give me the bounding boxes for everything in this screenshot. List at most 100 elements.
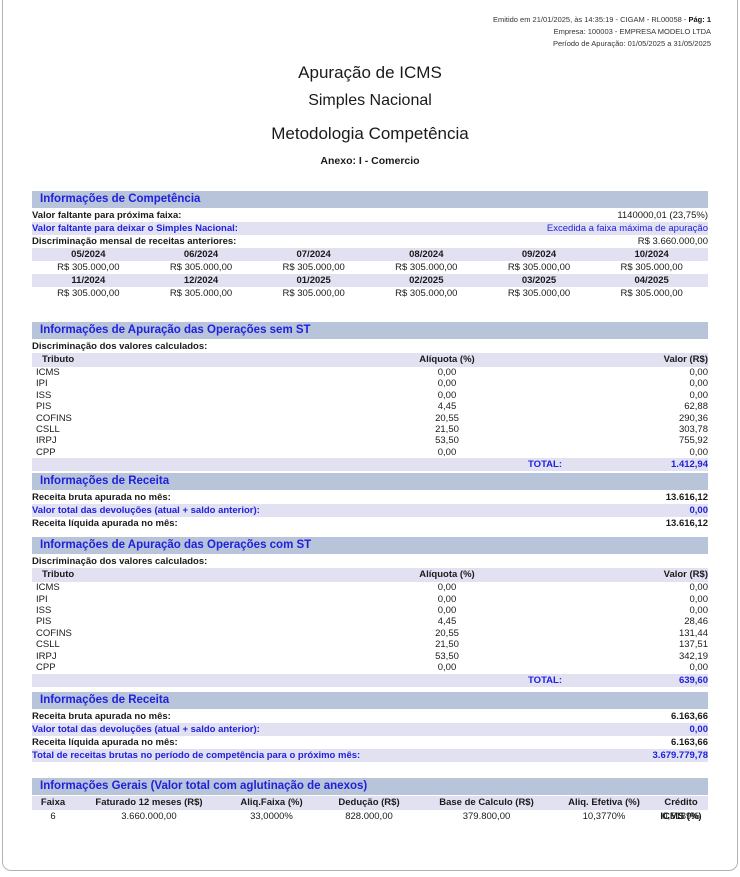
value-receita-liquida: 6.163,66	[671, 736, 708, 748]
tributo-aliquota: 0,00	[437, 582, 457, 594]
value-base-calculo: 379.800,00	[462, 810, 511, 822]
month-value: R$ 305.000,00	[507, 262, 571, 273]
kv-row-deixar-simples: Valor faltante para deixar o Simples Nac…	[32, 222, 708, 235]
value-receita-bruta: 6.163,66	[671, 710, 708, 722]
month-value: R$ 305.000,00	[507, 288, 571, 299]
total-value: 1.412,94	[671, 459, 708, 471]
tributo-valor: 0,00	[689, 367, 709, 378]
col-header-base-calculo: Base de Calculo (R$)	[439, 796, 534, 808]
col-header-valor: Valor (R$)	[663, 354, 708, 365]
month-label: 08/2024	[409, 249, 444, 260]
kv-row-receita-bruta-1: Receita bruta apurada no mês: 13.616,12	[32, 491, 708, 504]
tributo-name: COFINS	[36, 627, 72, 639]
com-st-column-headers: Tributo Alíquota (%) Valor (R$)	[32, 568, 708, 583]
kv-row-devolucoes-2: Valor total das devoluções (atual + sald…	[32, 722, 709, 736]
tributo-name: ICMS	[36, 367, 60, 378]
kv-row-receita-bruta-2: Receita bruta apurada no mês: 6.163,66	[32, 710, 708, 723]
title-block: Apuração de ICMS Simples Nacional Metodo…	[3, 63, 737, 167]
tributo-name: PIS	[36, 616, 52, 628]
tributo-valor: 137,51	[678, 639, 708, 651]
label-receita-liquida: Receita líquida apurada no mês:	[32, 518, 178, 530]
month-label: 11/2024	[71, 275, 106, 286]
tributo-aliquota: 21,50	[435, 639, 459, 651]
tributo-aliquota: 21,50	[435, 424, 459, 436]
tributo-name: ICMS	[36, 582, 60, 594]
table-row: ICMS 0,00 0,00	[32, 582, 708, 593]
section-header-gerais: Informações Gerais (Valor total com aglu…	[32, 777, 708, 795]
section-header-receita-1: Informações de Receita	[32, 473, 708, 491]
value-faixa: 6	[50, 810, 56, 822]
emitted-line: Emitido em 21/01/2025, às 14:35:19 - CIG…	[3, 14, 711, 26]
total-value: 639,60	[678, 674, 708, 686]
sem-st-total-row: TOTAL: 1.412,94	[32, 458, 708, 472]
tributo-name: CPP	[36, 662, 56, 674]
month-label: 01/2025	[296, 275, 331, 286]
tributo-valor: 0,00	[689, 378, 709, 390]
month-label: 12/2024	[183, 275, 219, 286]
com-st-total-row: TOTAL: 639,60	[32, 673, 708, 687]
value-aliq-faixa: 33,0000%	[250, 810, 293, 822]
value-deixar-simples: Excedida a faixa máxima de apuração	[546, 223, 708, 234]
col-header-aliq-efetiva: Aliq. Efetiva (%)	[568, 796, 640, 808]
tributo-valor: 303,78	[678, 424, 708, 436]
table-row: ISS 0,00 0,00	[32, 605, 708, 616]
tributo-aliquota: 0,00	[437, 593, 457, 605]
tributo-valor: 0,00	[689, 389, 709, 401]
value-total-proximo-mes: 3.679.779,78	[652, 749, 708, 761]
tributo-name: ISS	[36, 389, 52, 401]
month-label: 05/2024	[71, 249, 106, 260]
sem-st-subtitle: Discriminação dos valores calculados:	[32, 341, 208, 352]
tributo-valor: 0,00	[689, 662, 709, 674]
month-value: R$ 305.000,00	[395, 262, 458, 273]
table-row: ISS 0,00 0,00	[32, 390, 708, 401]
kv-row-receitas-anteriores: Discriminação mensal de receitas anterio…	[32, 235, 708, 248]
col-header-aliq-faixa: Aliq.Faixa (%)	[240, 796, 303, 808]
table-row: CSLL 21,50 137,51	[32, 639, 708, 650]
tributo-aliquota: 20,55	[435, 412, 459, 424]
report-regime: Simples Nacional	[308, 92, 432, 109]
value-devolucoes: 0,00	[689, 505, 709, 517]
label-receitas-anteriores: Discriminação mensal de receitas anterio…	[32, 236, 237, 247]
table-row: IRPJ 53,50 755,92	[32, 435, 708, 446]
tributo-valor: 0,00	[689, 446, 709, 458]
page-number: Pág: 1	[688, 15, 711, 24]
col-header-credito-icms: Crédito ICMS (%)	[660, 796, 702, 822]
month-label: 03/2025	[521, 275, 557, 286]
tributo-name: COFINS	[36, 412, 72, 424]
value-faturado: 3.660.000,00	[121, 810, 177, 822]
month-label: 07/2024	[296, 249, 331, 260]
tributo-name: CSLL	[36, 639, 60, 651]
month-value: R$ 305.000,00	[282, 288, 345, 299]
kv-row-total-proximo-mes: Total de receitas brutas no período de c…	[32, 748, 708, 762]
col-header-faixa: Faixa	[40, 796, 66, 808]
label-devolucoes: Valor total das devoluções (atual + sald…	[32, 723, 260, 735]
tributo-aliquota: 0,00	[437, 605, 457, 617]
table-row: IRPJ 53,50 342,19	[32, 651, 708, 662]
col-header-aliquota: Alíquota (%)	[419, 569, 475, 581]
document-header: Emitido em 21/01/2025, às 14:35:19 - CIG…	[3, 0, 737, 50]
value-deducao: 828.000,00	[345, 810, 393, 822]
tributo-name: CPP	[36, 446, 56, 458]
tributo-name: IPI	[36, 593, 48, 605]
tributo-name: PIS	[36, 401, 52, 413]
value-aliq-efetiva: 10,3770%	[582, 810, 626, 822]
section-header-sem-st: Informações de Apuração das Operações se…	[32, 322, 708, 339]
label-devolucoes: Valor total das devoluções (atual + sald…	[32, 505, 260, 517]
total-label: TOTAL:	[528, 674, 562, 686]
section-header-receita-2: Informações de Receita	[32, 691, 708, 709]
table-row: IPI 0,00 0,00	[32, 378, 708, 389]
report-methodology: Metodologia Competência	[271, 124, 469, 143]
value-receita-liquida: 13.616,12	[665, 518, 708, 530]
tributo-aliquota: 0,00	[437, 446, 457, 458]
tributo-aliquota: 20,55	[435, 627, 459, 639]
table-row: ICMS 0,00 0,00	[32, 367, 708, 378]
months-header-row-1: 05/2024 06/2024 07/2024 08/2024 09/2024 …	[32, 248, 708, 261]
value-devolucoes: 0,00	[689, 723, 709, 735]
table-row: CPP 0,00 0,00	[32, 447, 708, 458]
annex-label: Anexo: I - Comercio	[320, 155, 420, 167]
tributo-valor: 131,44	[678, 627, 708, 639]
month-value: R$ 305.000,00	[57, 288, 120, 299]
label-total-proximo-mes: Total de receitas brutas no período de c…	[32, 749, 361, 761]
tributo-aliquota: 0,00	[437, 378, 457, 390]
